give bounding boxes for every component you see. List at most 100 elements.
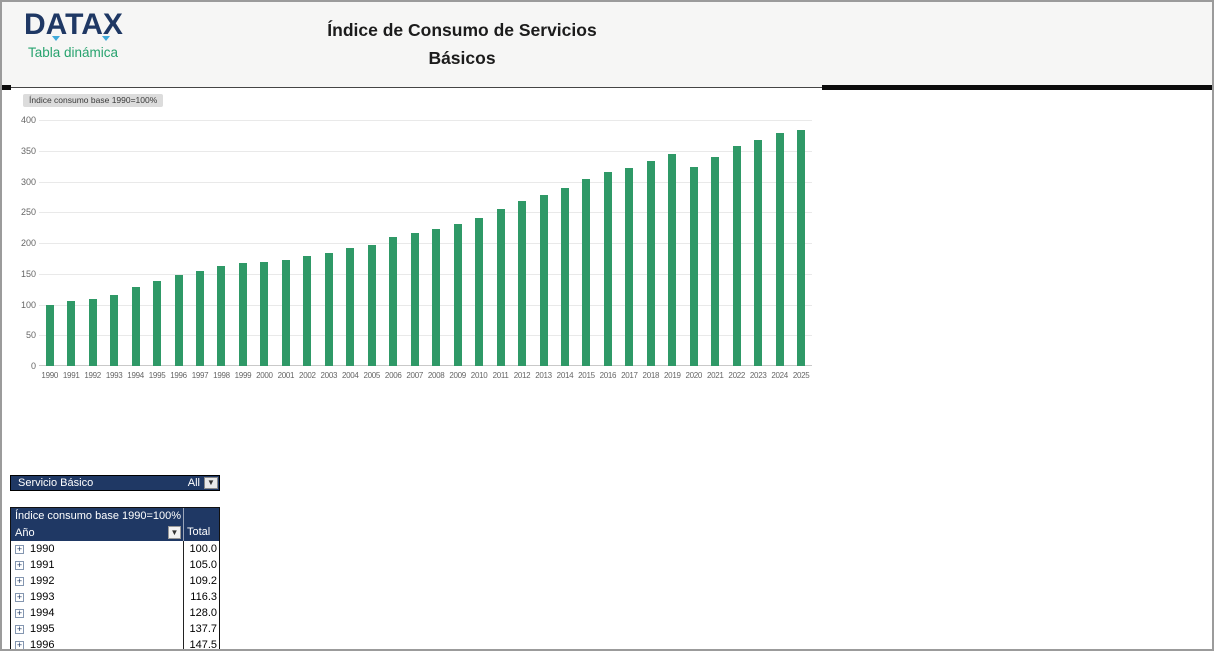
x-axis-tick-label: 1998 [213, 371, 230, 380]
bar-2020[interactable] [689, 166, 698, 366]
bar-2015[interactable] [582, 179, 591, 366]
x-axis-tick-label: 1992 [84, 371, 101, 380]
year-label: 1993 [30, 591, 55, 603]
report-filter-bar[interactable]: Servicio Básico All ▼ [10, 475, 220, 491]
bar-2014[interactable] [560, 187, 569, 366]
year-label: 1992 [30, 575, 55, 587]
bar-slot [683, 120, 704, 366]
bar-2004[interactable] [346, 247, 355, 366]
chart-field-button[interactable]: Índice consumo base 1990=100% [23, 94, 164, 107]
bar-2016[interactable] [603, 171, 612, 366]
bar-2021[interactable] [711, 156, 720, 366]
bar-series [39, 120, 812, 366]
year-label: 1991 [30, 559, 55, 571]
x-axis-tick-label: 2007 [406, 371, 423, 380]
bar-2023[interactable] [754, 139, 763, 366]
page-break-mark-right [822, 85, 1212, 90]
expand-icon[interactable]: + [15, 559, 24, 570]
expand-icon[interactable]: + [15, 607, 24, 618]
bar-2019[interactable] [668, 154, 677, 366]
bar-2012[interactable] [518, 201, 527, 366]
bar-2007[interactable] [410, 233, 419, 366]
expand-icon[interactable]: + [15, 543, 24, 554]
value-field-header-cell[interactable]: Total [183, 524, 219, 541]
year-cell[interactable]: +1992 [11, 573, 183, 589]
expand-icon[interactable]: + [15, 591, 24, 602]
x-axis-tick-label: 2018 [642, 371, 660, 380]
expand-icon[interactable]: + [15, 575, 24, 586]
total-cell[interactable]: 137.7 [183, 621, 219, 637]
bar-2002[interactable] [303, 255, 312, 366]
pivot-row: +1990 100.0 [11, 541, 219, 557]
bar-1997[interactable] [196, 270, 205, 366]
bar-2000[interactable] [260, 261, 269, 366]
x-axis-tick-label: 1997 [191, 371, 209, 380]
bar-1994[interactable] [131, 287, 140, 366]
bar-2005[interactable] [367, 244, 376, 366]
year-cell[interactable]: +1993 [11, 589, 183, 605]
y-axis-tick-label: 250 [20, 207, 36, 218]
gridline [39, 212, 812, 214]
x-axis-tick-label: 2003 [320, 371, 338, 380]
pivot-table-header-row: Año ▼ Total [11, 524, 219, 541]
pivot-table: Índice consumo base 1990=100% Año ▼ Tota… [10, 507, 220, 650]
bar-slot [468, 120, 489, 366]
total-cell[interactable]: 147.5 [183, 637, 219, 649]
bar-2024[interactable] [775, 132, 784, 366]
bar-2011[interactable] [496, 208, 505, 366]
year-cell[interactable]: +1990 [11, 541, 183, 557]
bar-2013[interactable] [539, 195, 548, 366]
bar-2022[interactable] [732, 145, 741, 366]
bar-slot [511, 120, 532, 366]
bar-1990[interactable] [45, 304, 54, 366]
bar-2018[interactable] [646, 160, 655, 366]
expand-icon[interactable]: + [15, 639, 24, 650]
bar-2006[interactable] [389, 236, 398, 366]
row-field-header-cell[interactable]: Año ▼ [11, 524, 183, 541]
x-axis-tick-label: 2002 [299, 371, 316, 380]
y-axis-tick-label: 350 [20, 145, 36, 156]
bar-slot [60, 120, 81, 366]
x-axis-tick-label: 1994 [127, 371, 144, 380]
expand-icon[interactable]: + [15, 623, 24, 634]
year-cell[interactable]: +1996 [11, 637, 183, 650]
total-cell[interactable]: 100.0 [183, 541, 219, 557]
year-cell[interactable]: +1991 [11, 557, 183, 573]
year-label: 1995 [30, 623, 55, 635]
bar-2017[interactable] [625, 168, 634, 366]
bar-2025[interactable] [797, 129, 806, 366]
row-field-filter-button[interactable]: ▼ [168, 526, 181, 539]
filter-field-label: Servicio Básico [18, 477, 94, 489]
total-cell[interactable]: 116.3 [183, 589, 219, 605]
bar-1998[interactable] [217, 266, 226, 366]
bar-1992[interactable] [88, 298, 97, 366]
bar-2001[interactable] [281, 260, 290, 366]
bar-slot [383, 120, 404, 366]
bar-1999[interactable] [238, 263, 247, 366]
bar-slot [211, 120, 232, 366]
pivot-row: +1995 137.7 [11, 621, 219, 637]
year-cell[interactable]: +1995 [11, 621, 183, 637]
year-label: 1990 [30, 543, 55, 555]
gridline [39, 304, 812, 306]
bar-2008[interactable] [432, 228, 441, 366]
x-axis-tick-label: 2020 [685, 371, 703, 380]
year-cell[interactable]: +1994 [11, 605, 183, 621]
bar-1996[interactable] [174, 275, 183, 366]
total-cell[interactable]: 109.2 [183, 573, 219, 589]
bar-2003[interactable] [324, 252, 333, 366]
x-axis-tick-label: 2017 [621, 371, 638, 380]
total-cell[interactable]: 105.0 [183, 557, 219, 573]
bar-slot [597, 120, 618, 366]
bar-1993[interactable] [110, 294, 119, 366]
x-axis-tick-label: 2011 [492, 371, 509, 380]
bar-slot [103, 120, 124, 366]
total-cell[interactable]: 128.0 [183, 605, 219, 621]
bar-1995[interactable] [153, 281, 162, 366]
filter-dropdown-button[interactable]: ▼ [204, 477, 218, 489]
y-axis-tick-label: 50 [25, 330, 36, 341]
bar-slot [705, 120, 726, 366]
bar-1991[interactable] [67, 301, 76, 366]
bar-2009[interactable] [453, 223, 462, 366]
bar-2010[interactable] [475, 217, 484, 366]
